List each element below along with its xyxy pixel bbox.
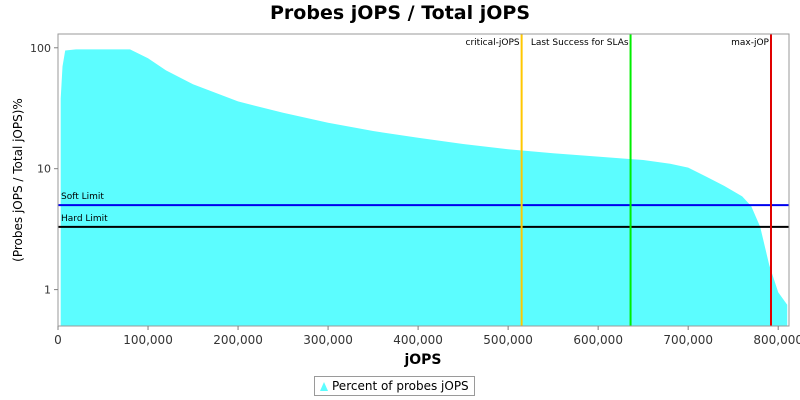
- x-tick-label-0: 0: [54, 333, 62, 347]
- x-tick-label-5: 500,000: [483, 333, 533, 347]
- x-tick-label-3: 300,000: [303, 333, 353, 347]
- x-tick-label-8: 800,000: [753, 333, 800, 347]
- marker-label-0: critical-jOPS: [466, 38, 520, 48]
- x-tick-label-6: 600,000: [573, 333, 623, 347]
- area-layer: [60, 49, 788, 327]
- area-series-0: [60, 49, 788, 327]
- y-tick-label-1: 10: [37, 163, 51, 176]
- legend: Percent of probes jOPS: [314, 376, 475, 396]
- marker-label-1: Last Success for SLAs: [531, 38, 629, 48]
- y-tick-label-2: 100: [30, 42, 51, 55]
- y-axis-label: (Probes jOPS / Total jOPS)%: [11, 98, 25, 262]
- x-axis: 0 100,000 200,000 300,000 400,000 500,000 600,…: [54, 326, 800, 347]
- y-tick-label-0: 1: [44, 284, 51, 297]
- x-tick-label-2: 200,000: [213, 333, 263, 347]
- reference-lines-layer: Soft Limit Hard Limit critical-jOPS Last Su…: [58, 34, 789, 326]
- x-axis-label: jOPS: [403, 352, 441, 368]
- x-tick-label-7: 700,000: [663, 333, 713, 347]
- x-tick-label-4: 400,000: [393, 333, 443, 347]
- legend-label: Percent of probes jOPS: [332, 379, 469, 393]
- limit-label-1: Hard Limit: [61, 214, 108, 224]
- plot-area-border: [57, 33, 790, 327]
- chart-title: Probes jOPS / Total jOPS: [270, 2, 530, 24]
- x-tick-label-1: 100,000: [123, 333, 173, 347]
- y-axis: 1 10 100: [30, 42, 58, 297]
- marker-label-2: max-jOP: [731, 38, 769, 48]
- legend-swatch-icon: [320, 381, 328, 391]
- limit-label-0: Soft Limit: [61, 192, 104, 202]
